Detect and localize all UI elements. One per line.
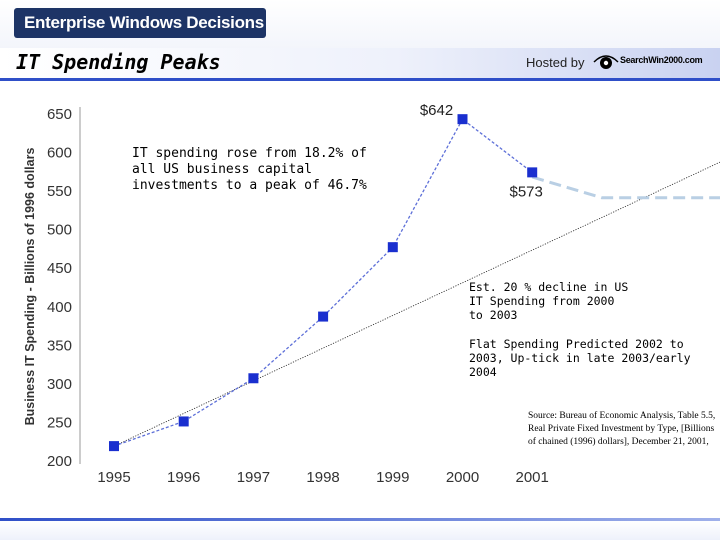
- data-label-2000: $642: [420, 102, 453, 119]
- eye-icon: [593, 55, 619, 69]
- data-point-1997: [248, 373, 259, 384]
- projection-line: [531, 175, 720, 200]
- sponsor-logo-text: SearchWin2000.com: [620, 55, 703, 65]
- data-point-1998: [318, 311, 329, 322]
- data-point-2000: [457, 114, 468, 125]
- page-title: IT Spending Peaks: [16, 50, 221, 74]
- data-point-1995: [109, 441, 119, 452]
- source-note: Source: Bureau of Economic Analysis, Tab…: [528, 411, 716, 447]
- x-tick-label-1997: 1997: [237, 469, 270, 486]
- x-tick-label-1998: 1998: [306, 469, 339, 486]
- y-tick-label-600: 600: [47, 145, 72, 162]
- annotation-flat-spending: Flat Spending Predicted 2002 to 2003, Up…: [469, 337, 691, 379]
- annotation-rise: IT spending rose from 18.2% of all US bu…: [132, 146, 367, 193]
- y-tick-label-400: 400: [47, 299, 72, 316]
- y-tick-label-350: 350: [47, 337, 72, 354]
- y-tick-label-550: 550: [47, 183, 72, 200]
- data-point-1999: [387, 242, 398, 253]
- y-tick-label-500: 500: [47, 222, 72, 239]
- sponsor-logo[interactable]: SearchWin2000.com: [592, 50, 716, 74]
- footer-band: [0, 521, 720, 540]
- y-tick-label-200: 200: [47, 453, 72, 470]
- x-tick-label-1995: 1995: [97, 469, 130, 486]
- y-tick-label-300: 300: [47, 376, 72, 393]
- data-label-2001: $573: [510, 183, 543, 200]
- annotation-decline: Est. 20 % decline in US IT Spending from…: [469, 280, 629, 322]
- y-axis-title: Business IT Spending - Billions of 1996 …: [23, 148, 37, 426]
- y-tick-label-650: 650: [47, 106, 72, 123]
- x-tick-label-1999: 1999: [376, 469, 409, 486]
- bottom-accent-bar: [0, 518, 720, 521]
- x-tick-label-2000: 2000: [446, 469, 479, 486]
- x-tick-label-2001: 2001: [516, 469, 549, 486]
- y-tick-label-450: 450: [47, 260, 72, 277]
- x-tick-label-1996: 1996: [167, 469, 200, 486]
- it-spending-chart: Business IT Spending - Billions of 1996 …: [23, 102, 720, 486]
- data-point-2001: [527, 167, 538, 178]
- data-point-1996: [178, 416, 189, 427]
- title-band: [0, 48, 720, 81]
- brand-banner: Enterprise Windows Decisions: [14, 8, 266, 38]
- hosted-by-label: Hosted by: [526, 55, 585, 70]
- y-tick-label-250: 250: [47, 414, 72, 431]
